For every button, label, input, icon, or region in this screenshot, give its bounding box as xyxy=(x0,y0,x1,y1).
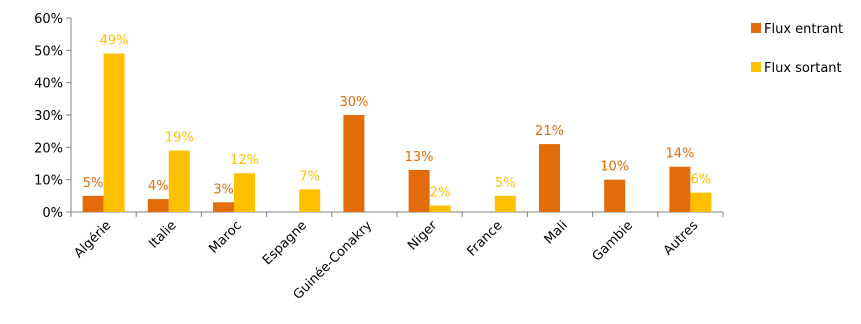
category-label: Autres xyxy=(661,218,702,259)
y-tick-label: 0% xyxy=(42,206,63,221)
category-label: Espagne xyxy=(260,218,310,268)
bar-flux-entrant xyxy=(604,179,626,212)
data-label: 5% xyxy=(83,176,104,191)
bar-flux-entrant xyxy=(343,115,365,212)
data-label: 4% xyxy=(148,179,169,194)
data-label: 2% xyxy=(430,186,451,201)
axes: 0% 10% 20% 30% 40% 50% 60% Algérie Italie Maroc Es… xyxy=(34,12,724,303)
y-tick-label: 50% xyxy=(34,44,63,59)
y-tick-label: 60% xyxy=(34,12,63,27)
y-tick-label: 10% xyxy=(34,174,63,189)
category-label: Niger xyxy=(405,218,441,254)
data-label: 13% xyxy=(405,150,434,165)
bar-flux-sortant xyxy=(168,150,190,212)
data-label: 7% xyxy=(299,169,320,184)
legend-swatch xyxy=(751,62,761,72)
bar-flux-sortant xyxy=(299,189,321,212)
bar-flux-entrant xyxy=(147,199,169,212)
bar-flux-sortant xyxy=(234,173,255,212)
category-label: Mali xyxy=(542,218,571,247)
data-label: 10% xyxy=(600,160,629,175)
y-tick-label: 20% xyxy=(34,141,63,156)
data-labels: 5% 49% 4% 19% 3% 12% 7% 30% 13% 2% 5% 21% 10% 14% 6% xyxy=(83,34,711,201)
bar-flux-sortant xyxy=(103,53,125,212)
data-label: 14% xyxy=(665,147,694,162)
legend-label: Flux entrant xyxy=(764,22,843,37)
legend: Flux entrant Flux sortant xyxy=(751,22,843,76)
data-label: 21% xyxy=(535,124,564,139)
data-label: 49% xyxy=(100,34,129,49)
legend-label: Flux sortant xyxy=(764,61,842,76)
category-label: France xyxy=(464,218,505,259)
category-label: Gambie xyxy=(590,218,636,264)
data-label: 19% xyxy=(165,131,194,146)
bar-flux-entrant xyxy=(213,202,234,212)
bar-flux-sortant xyxy=(494,195,516,212)
category-label: Maroc xyxy=(206,218,244,256)
data-label: 30% xyxy=(339,95,368,110)
data-label: 6% xyxy=(691,173,712,188)
bar-flux-entrant xyxy=(82,195,104,212)
category-label: Algérie xyxy=(71,218,114,261)
bars xyxy=(82,53,712,212)
data-label: 5% xyxy=(495,176,516,191)
bar-flux-entrant xyxy=(539,144,560,212)
bar-flux-sortant xyxy=(690,192,712,212)
bar-flux-sortant xyxy=(429,205,451,212)
legend-swatch xyxy=(751,23,761,33)
y-tick-label: 40% xyxy=(34,77,63,92)
data-label: 12% xyxy=(230,153,259,168)
data-label: 3% xyxy=(213,182,234,197)
y-tick-label: 30% xyxy=(34,109,63,124)
bar-flux-entrant xyxy=(669,166,691,212)
category-label: Italie xyxy=(146,218,179,251)
bar-flux-entrant xyxy=(408,169,430,212)
